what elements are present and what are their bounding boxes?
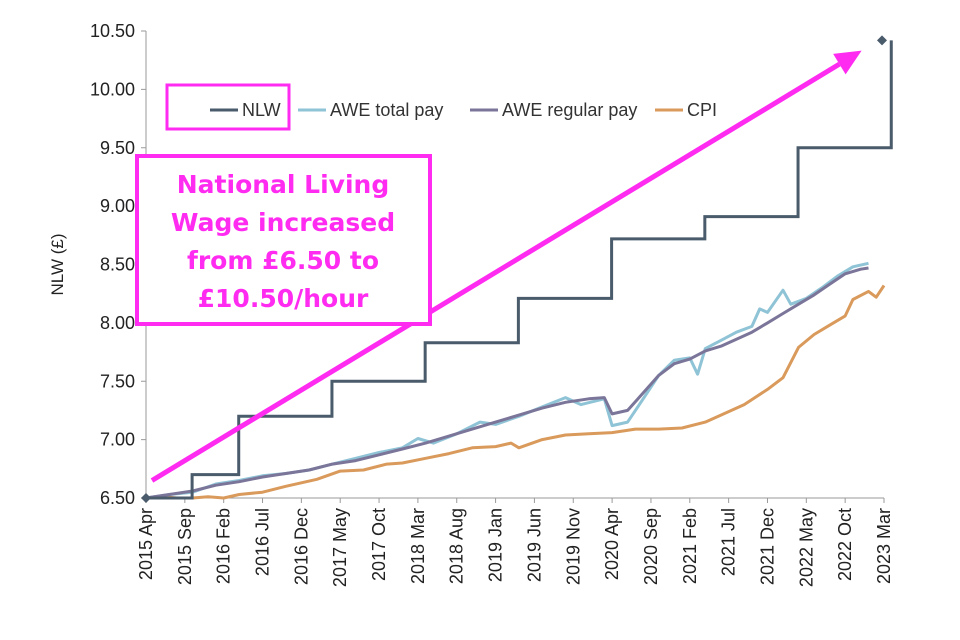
annotation-layer: National Living Wage increased from £6.50 …: [135, 50, 862, 483]
y-tick-label: 10.00: [90, 79, 135, 99]
x-tick-label: 2020 Apr: [602, 508, 622, 580]
y-tick-label: 7.00: [100, 430, 135, 450]
trend-arrow-shaft: [150, 62, 841, 483]
callout-text-line: from £6.50 to: [187, 246, 379, 275]
x-tick-label: 2017 Oct: [369, 508, 389, 581]
y-tick-label: 10.50: [90, 21, 135, 41]
x-tick-label: 2015 Sep: [175, 508, 195, 585]
legend: NLW AWE total pay AWE regular pay CPI: [165, 83, 717, 131]
callout-text-line: £10.50/hour: [198, 284, 369, 313]
callout-text-line: Wage increased: [171, 208, 395, 237]
x-tick-label: 2022 Oct: [835, 508, 855, 581]
series-layer: [141, 35, 893, 503]
y-axis: 6.50 7.00 7.50 8.00 8.50 9.00 9.50 10.00 10.50: [90, 21, 146, 508]
x-tick-label: 2021 Feb: [680, 508, 700, 584]
legend-label-cpi: CPI: [687, 100, 717, 120]
callout-text-line: National Living: [177, 170, 390, 199]
y-tick-label: 7.50: [100, 371, 135, 391]
x-tick-label: 2017 May: [330, 508, 350, 587]
x-tick-label: 2019 Jan: [486, 508, 506, 582]
y-axis-label: NLW (£): [48, 233, 67, 295]
legend-label-awe-total-pay: AWE total pay: [330, 100, 443, 120]
series-cpi-line: [145, 284, 886, 500]
x-tick-label: 2021 Dec: [757, 508, 777, 585]
x-tick-label: 2018 Aug: [447, 508, 467, 584]
series-nlw-line: [146, 40, 893, 500]
x-axis: 2015 Apr 2015 Sep 2016 Feb 2016 Jul 2016 Dec…: [136, 498, 894, 587]
x-tick-label: 2016 Jul: [253, 508, 273, 576]
series-awe-regular-pay-line: [145, 266, 869, 500]
callout-box: [135, 154, 432, 326]
trend-arrow-head: [833, 50, 862, 75]
y-tick-label: 8.00: [100, 313, 135, 333]
x-tick-label: 2016 Feb: [214, 508, 234, 584]
x-tick-label: 2022 May: [796, 508, 816, 587]
legend-label-nlw: NLW: [242, 100, 281, 120]
x-tick-label: 2019 Jun: [524, 508, 544, 582]
x-tick-label: 2015 Apr: [136, 508, 156, 580]
x-tick-label: 2021 Jul: [719, 508, 739, 576]
y-tick-label: 9.50: [100, 138, 135, 158]
x-tick-label: 2020 Sep: [641, 508, 661, 585]
x-tick-label: 2016 Dec: [291, 508, 311, 585]
series-nlw-marker: [141, 493, 151, 503]
y-tick-label: 9.00: [100, 196, 135, 216]
x-tick-label: 2019 Nov: [563, 508, 583, 585]
legend-highlight-box: [165, 83, 291, 131]
x-tick-label: 2023 Mar: [874, 508, 894, 584]
legend-label-awe-regular-pay: AWE regular pay: [502, 100, 637, 120]
series-nlw-marker: [877, 35, 887, 46]
y-tick-label: 6.50: [100, 488, 135, 508]
y-tick-label: 8.50: [100, 255, 135, 275]
x-tick-label: 2018 Mar: [408, 508, 428, 584]
